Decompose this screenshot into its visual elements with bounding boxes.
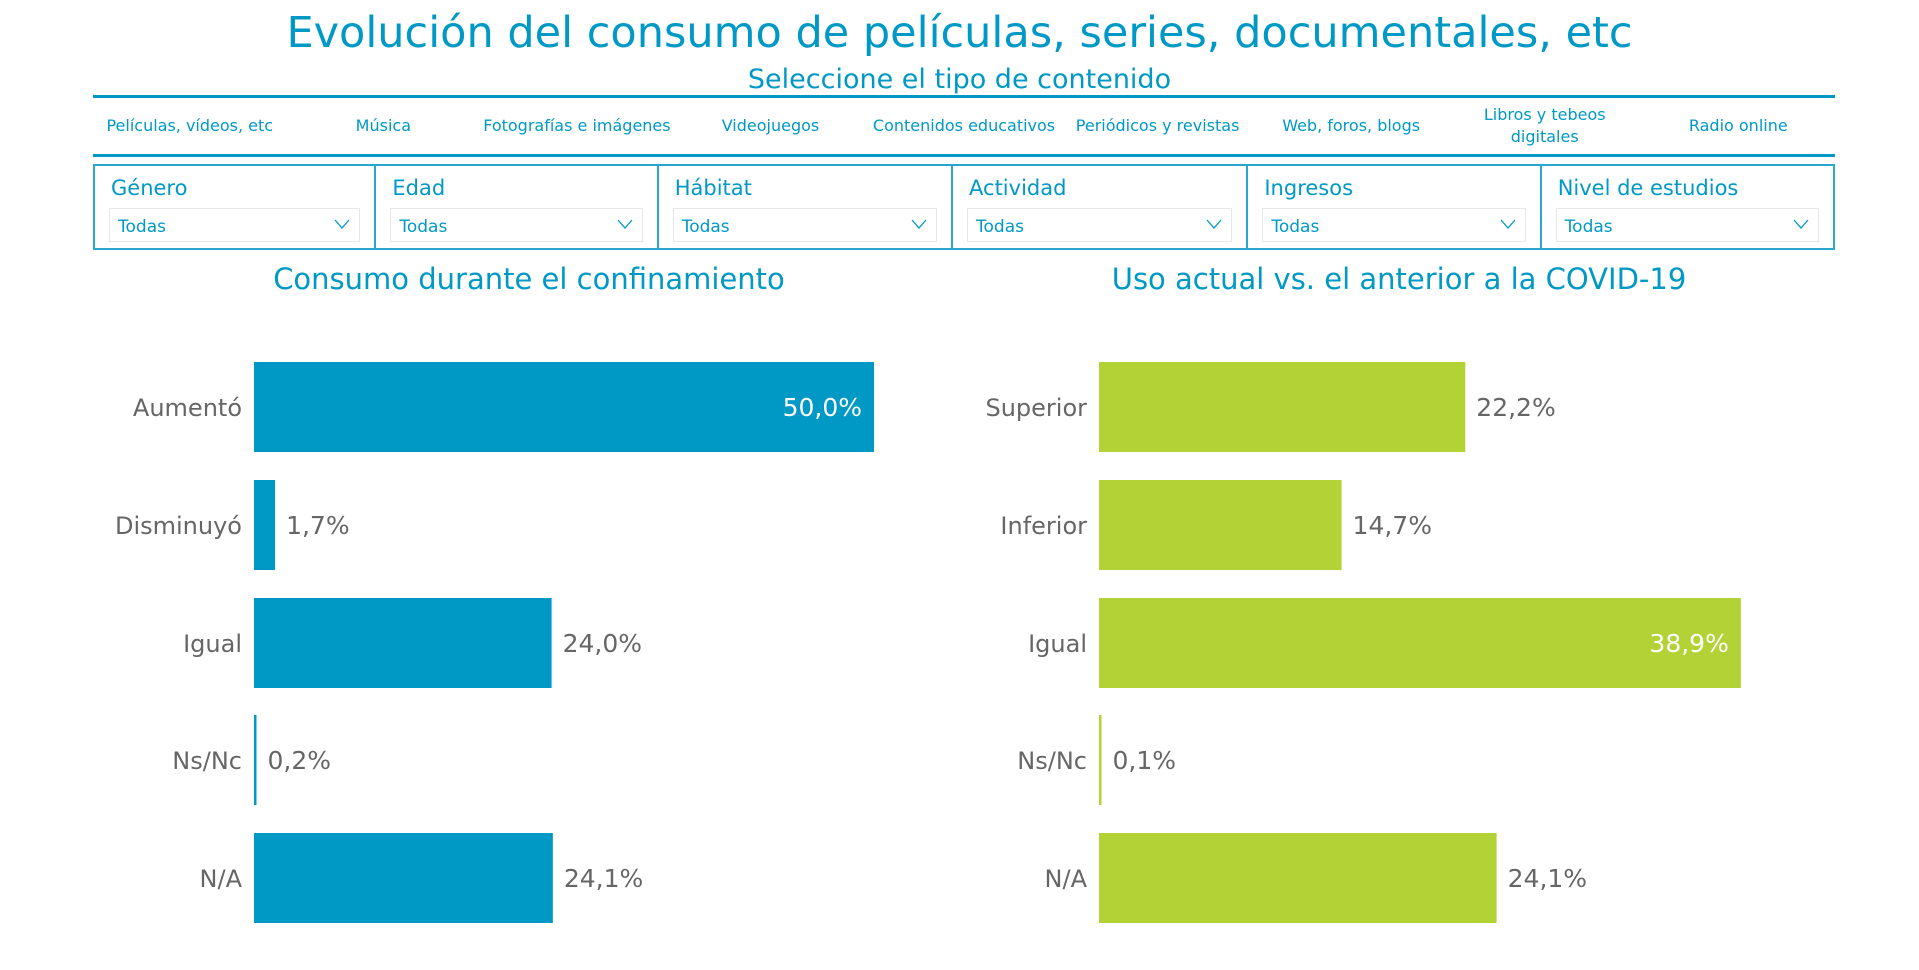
bar[interactable] xyxy=(254,598,552,688)
filter-label: Nivel de estudios xyxy=(1557,176,1739,200)
filter-genero: Género Todas xyxy=(95,166,377,248)
filter-label: Género xyxy=(111,176,188,200)
filter-label: Actividad xyxy=(969,176,1067,200)
data-label: 1,7% xyxy=(286,511,350,540)
data-label: 22,2% xyxy=(1476,393,1555,422)
filter-nivel-estudios: Nivel de estudios Todas xyxy=(1542,166,1833,248)
data-label: 0,2% xyxy=(268,746,332,775)
data-label: 24,0% xyxy=(563,629,642,658)
category-label: Superior xyxy=(985,394,1087,422)
category-label: Aumentó xyxy=(133,394,242,422)
bar[interactable] xyxy=(254,362,874,452)
chart-title-left: Consumo durante el confinamiento xyxy=(273,262,785,296)
dropdown-value: Todas xyxy=(1271,217,1320,237)
filter-ingresos: Ingresos Todas xyxy=(1248,166,1542,248)
filter-label: Ingresos xyxy=(1264,176,1354,200)
filter-dropdown-ingresos[interactable]: Todas xyxy=(1262,208,1526,242)
dropdown-value: Todas xyxy=(399,217,448,237)
data-label: 50,0% xyxy=(783,393,862,422)
chevron-down-icon xyxy=(1206,219,1222,229)
data-label: 0,1% xyxy=(1113,746,1177,775)
category-label: Inferior xyxy=(1000,512,1087,540)
dropdown-value: Todas xyxy=(1564,217,1613,237)
tab-videojuegos[interactable]: Videojuegos xyxy=(721,116,820,135)
filter-edad: Edad Todas xyxy=(376,166,659,248)
chevron-down-icon xyxy=(911,219,927,229)
chevron-down-icon xyxy=(1500,219,1516,229)
filter-dropdown-habitat[interactable]: Todas xyxy=(672,208,938,242)
content-type-tabs: Películas, vídeos, etc Música Fotografía… xyxy=(93,95,1835,157)
bar[interactable] xyxy=(1099,362,1466,452)
bar-chart-left: Aumentó 50,0% Disminuyó 1,7% Igual 24,0% Ns/Nc… xyxy=(115,362,874,923)
category-label: Ns/Nc xyxy=(172,747,242,775)
chart-title-right: Uso actual vs. el anterior a la COVID-19 xyxy=(1111,262,1687,296)
tab-periodicos[interactable]: Periódicos y revistas xyxy=(1075,116,1240,135)
category-label: Ns/Nc xyxy=(1017,747,1087,775)
bar[interactable] xyxy=(1099,480,1342,570)
page-title: Evolución del consumo de películas, seri… xyxy=(286,8,1633,58)
filter-dropdown-actividad[interactable]: Todas xyxy=(967,208,1233,242)
bar[interactable] xyxy=(1099,833,1497,923)
data-label: 14,7% xyxy=(1353,511,1432,540)
bar[interactable] xyxy=(254,480,276,570)
tab-musica[interactable]: Música xyxy=(355,116,411,135)
dropdown-value: Todas xyxy=(681,217,730,237)
filter-dropdown-genero[interactable]: Todas xyxy=(109,208,361,242)
chevron-down-icon xyxy=(334,219,350,229)
filter-label: Edad xyxy=(392,176,446,200)
filter-habitat: Hábitat Todas xyxy=(659,166,954,248)
category-label: N/A xyxy=(1045,865,1088,893)
chevron-down-icon xyxy=(1793,219,1809,229)
bar-chart-right: Superior 22,2% Inferior 14,7% Igual 38,9% Ns/N… xyxy=(985,362,1741,923)
tab-contenidos-educativos[interactable]: Contenidos educativos xyxy=(872,116,1056,135)
data-label: 24,1% xyxy=(564,864,643,893)
content-type-prompt: Seleccione el tipo de contenido xyxy=(747,64,1172,95)
tab-fotografias[interactable]: Fotografías e imágenes xyxy=(483,116,671,135)
tab-radio-online[interactable]: Radio online xyxy=(1688,116,1788,135)
filter-dropdown-nivel-estudios[interactable]: Todas xyxy=(1555,208,1820,242)
bar[interactable] xyxy=(1099,598,1741,688)
filter-label: Hábitat xyxy=(674,176,752,200)
dropdown-value: Todas xyxy=(976,217,1024,237)
filter-bar: Género Todas Edad Todas Hábitat Todas Ac… xyxy=(93,164,1835,250)
category-label: N/A xyxy=(200,865,243,893)
bar[interactable] xyxy=(254,715,257,805)
data-label: 38,9% xyxy=(1649,629,1728,658)
filter-actividad: Actividad Todas xyxy=(953,166,1249,248)
tab-web-foros-blogs[interactable]: Web, foros, blogs xyxy=(1282,116,1421,135)
tab-libros-tebeos[interactable]: Libros y tebeos digitales xyxy=(1483,105,1606,146)
bar[interactable] xyxy=(254,833,553,923)
category-label: Disminuyó xyxy=(115,512,242,540)
data-label: 24,1% xyxy=(1508,864,1587,893)
bar[interactable] xyxy=(1099,715,1102,805)
filter-dropdown-edad[interactable]: Todas xyxy=(390,208,643,242)
category-label: Igual xyxy=(1028,630,1087,658)
chevron-down-icon xyxy=(617,219,633,229)
category-label: Igual xyxy=(183,630,242,658)
tab-peliculas[interactable]: Películas, vídeos, etc xyxy=(106,116,274,135)
dropdown-value: Todas xyxy=(118,217,166,237)
